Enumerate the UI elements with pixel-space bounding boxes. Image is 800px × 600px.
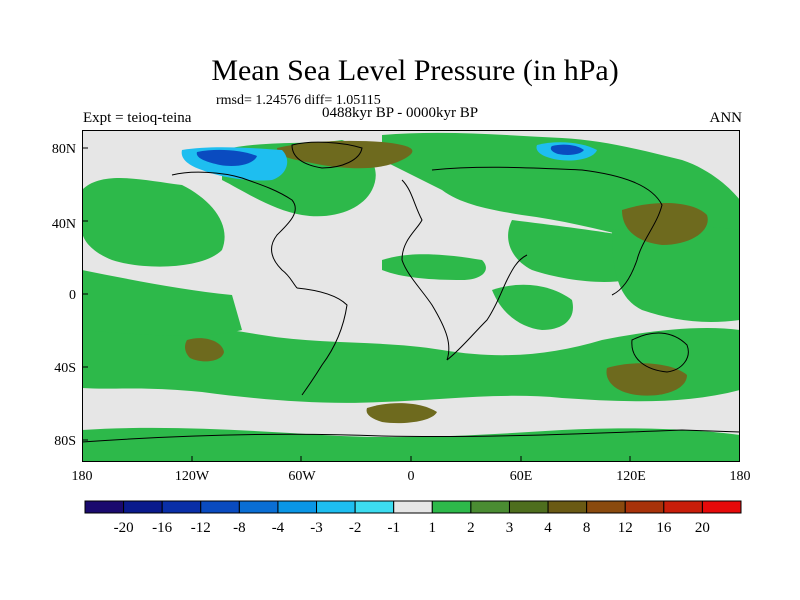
coast-africa-east — [446, 254, 528, 361]
lon-label-120w: 120W — [174, 469, 210, 484]
legend-box-8 — [393, 500, 433, 514]
coastlines — [82, 141, 740, 443]
lat-label-80n: 80N — [51, 142, 76, 157]
legend-box-15 — [663, 500, 703, 514]
legend-label-1: -16 — [152, 520, 173, 536]
legend-label-15: 20 — [694, 520, 710, 536]
strong-negative-regions — [196, 144, 584, 166]
legend-box-16 — [701, 500, 742, 514]
legend-label-10: 3 — [505, 520, 514, 536]
stats-text: rmsd= 1.24576 diff= 1.05115 — [216, 93, 381, 108]
coast-antarctica — [82, 429, 740, 443]
south-pacific-west-patch — [606, 363, 687, 396]
lon-label-0: 0 — [407, 469, 415, 484]
legend-label-9: 2 — [467, 520, 475, 536]
legend-box-4 — [238, 500, 279, 514]
legend-box-7 — [354, 500, 395, 514]
legend-box-3 — [200, 500, 240, 514]
coast-africa-west — [401, 179, 450, 361]
legend-label-11: 4 — [544, 520, 552, 536]
legend-box-1 — [123, 500, 163, 514]
legend-box-6 — [316, 500, 356, 514]
coast-australia — [631, 332, 689, 373]
legend-box-9 — [431, 500, 472, 514]
lon-label-120e: 120E — [616, 469, 646, 484]
asia-tropics — [508, 220, 638, 282]
antarctic-band — [82, 427, 740, 462]
lat-label-80s: 80S — [54, 434, 76, 449]
axis-ticks — [82, 147, 631, 462]
lon-label-60e: 60E — [509, 469, 533, 484]
coast-asia — [431, 166, 663, 296]
period-text: 0488kyr BP - 0000kyr BP — [322, 105, 479, 121]
lat-label-0: 0 — [69, 288, 76, 303]
coast-greenland — [291, 141, 363, 169]
siberian-core — [550, 144, 584, 155]
legend-label-0: -20 — [113, 520, 134, 536]
legend-box-0 — [84, 500, 125, 514]
legend-label-14: 16 — [656, 520, 672, 536]
legend-box-2 — [161, 500, 202, 514]
coast-north-america — [171, 171, 298, 289]
experiment-label: Expt = teioq-teina — [83, 110, 192, 126]
legend-box-11 — [508, 500, 549, 514]
lat-label-40s: 40S — [54, 361, 76, 376]
south-pacific-patch — [185, 338, 224, 362]
lon-label-180w: 180 — [71, 469, 93, 484]
legend-box-13 — [586, 500, 626, 514]
legend-label-6: -2 — [348, 520, 362, 536]
legend-label-13: 12 — [617, 520, 633, 536]
northwest-pacific-high — [622, 203, 708, 245]
legend-label-5: -3 — [310, 520, 323, 536]
canadian-arctic-core — [196, 149, 257, 166]
lat-label-40n: 40N — [51, 217, 76, 232]
north-pacific-east — [82, 178, 225, 267]
west-pacific — [612, 226, 740, 322]
greenland-high — [277, 140, 413, 169]
north-africa-band — [382, 254, 486, 280]
legend-box-14 — [624, 500, 665, 514]
color-legend — [84, 500, 742, 514]
legend-label-12: 8 — [582, 520, 591, 536]
tropical-pacific-east — [82, 270, 242, 336]
positive-regions — [185, 140, 708, 424]
pressure-map — [82, 130, 740, 462]
legend-label-7: -1 — [387, 520, 400, 536]
lon-label-180e: 180 — [729, 469, 751, 484]
legend-label-8: 1 — [428, 520, 437, 536]
legend-label-4: -4 — [271, 520, 285, 536]
legend-box-10 — [470, 500, 510, 514]
season-label: ANN — [709, 110, 743, 126]
lon-label-60w: 60W — [288, 469, 316, 484]
map-title: Mean Sea Level Pressure (in hPa) — [211, 54, 619, 87]
legend-label-2: -12 — [190, 520, 211, 536]
indian-ocean-patch — [492, 284, 573, 330]
legend-label-3: -8 — [233, 520, 246, 536]
southern-ocean-patch — [366, 403, 437, 424]
coast-south-america — [296, 287, 348, 396]
southern-ocean-band — [82, 324, 740, 403]
legend-box-5 — [277, 500, 318, 514]
legend-box-12 — [547, 500, 588, 514]
